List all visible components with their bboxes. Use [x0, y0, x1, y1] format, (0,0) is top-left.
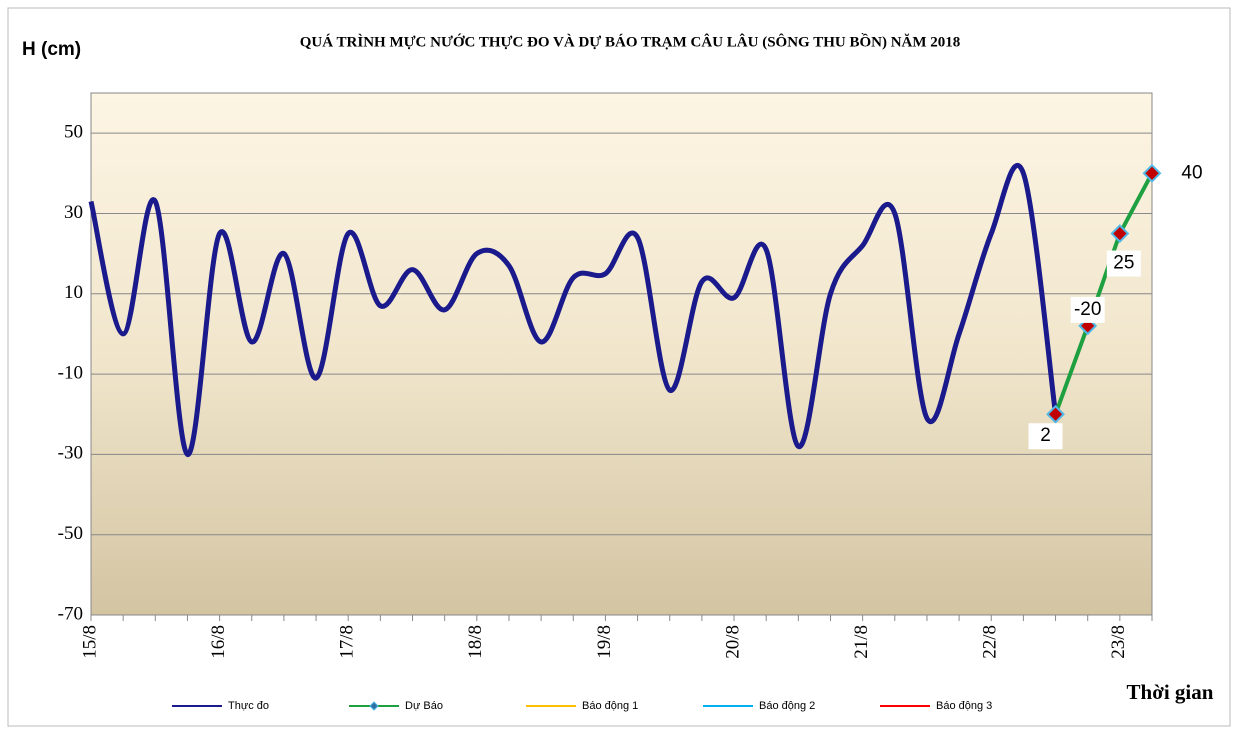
x-tick-label: 15/8 [79, 625, 100, 659]
series-line [1053, 172, 1154, 415]
legend-marker [369, 701, 379, 711]
forecast-marker [1110, 224, 1130, 243]
legend-label: Dự Báo [405, 700, 443, 712]
forecast-marker [1142, 163, 1162, 183]
y-tick-label: -30 [58, 443, 83, 464]
x-tick-label: 16/8 [208, 625, 229, 659]
x-tick-label: 20/8 [722, 625, 743, 659]
y-tick-label: -70 [58, 603, 83, 624]
x-axis-label: Thời gian [1127, 680, 1214, 704]
annotation-box [1070, 296, 1105, 323]
x-tick-label: 18/8 [465, 625, 486, 659]
annotation-box [1028, 423, 1063, 450]
x-tick-label: 19/8 [594, 625, 615, 659]
y-tick-label: 10 [64, 282, 83, 303]
annotation: -20 [1074, 299, 1101, 320]
forecast-marker [1046, 404, 1065, 424]
y-tick-label: -50 [58, 523, 83, 544]
series-line [88, 162, 1059, 457]
x-tick-label: 21/8 [851, 625, 872, 659]
legend-label: Thực đo [228, 700, 269, 712]
legend-label: Báo động 3 [936, 700, 992, 712]
annotation: 2 [1040, 425, 1051, 446]
legend-label: Báo động 2 [759, 700, 815, 712]
annotation: 25 [1113, 253, 1134, 274]
x-tick-label: 23/8 [1108, 625, 1129, 659]
x-tick-label: 17/8 [337, 625, 358, 659]
plot-area [90, 92, 1153, 616]
chart-title: QUÁ TRÌNH MỰC NƯỚC THỰC ĐO VÀ DỰ BÁO TRẠ… [300, 32, 961, 50]
x-tick-label: 22/8 [980, 625, 1001, 659]
annotation: 40 [1181, 162, 1202, 183]
y-axis-label: H (cm) [22, 39, 81, 60]
legend-label: Báo động 1 [582, 700, 638, 712]
annotation-box [1106, 250, 1141, 277]
y-tick-label: 30 [64, 202, 83, 223]
y-tick-label: -10 [58, 362, 83, 383]
y-tick-label: 50 [64, 122, 83, 143]
